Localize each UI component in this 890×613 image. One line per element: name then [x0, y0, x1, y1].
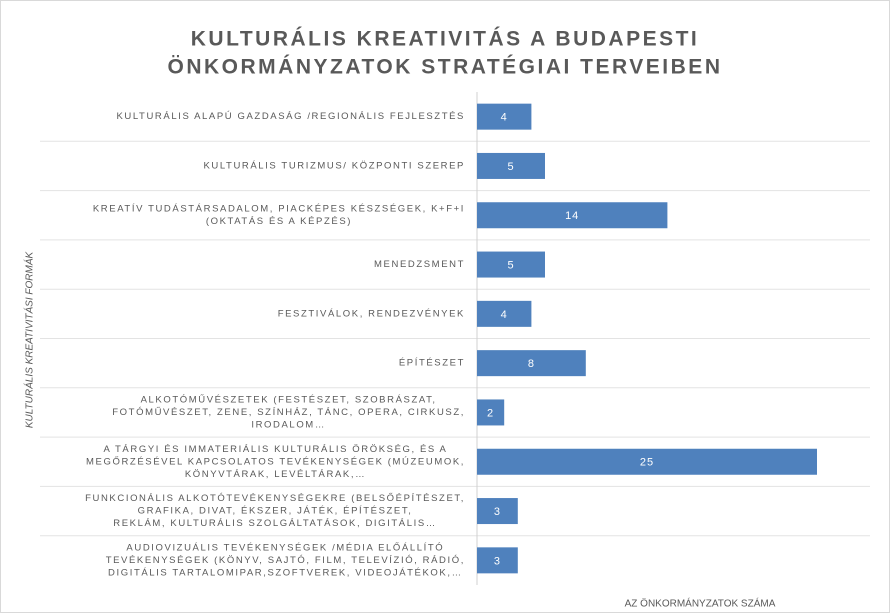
y-tick-label: A TÁRGYI ÉS IMMATERIÁLIS KULTURÁLIS ÖRÖK…	[104, 444, 448, 455]
value-label: 3	[494, 506, 501, 518]
value-label: 25	[640, 457, 654, 469]
y-tick-label: MENEDZSMENT	[374, 259, 465, 270]
bar	[477, 547, 518, 574]
value-label: 5	[507, 161, 514, 173]
y-tick-label: DIGITÁLIS TARTALOMIPAR,SZOFTVEREK, VIDEO…	[108, 567, 463, 578]
value-label: 3	[494, 555, 501, 567]
y-tick-label: KULTURÁLIS ALAPÚ GAZDASÁG /REGIONÁLIS FE…	[116, 111, 465, 122]
y-tick-label: FOTÓMŰVÉSZET, ZENE, SZÍNHÁZ, TÁNC, OPERA…	[112, 407, 465, 418]
y-tick-label: TEVÉKENYSÉGEK (KÖNYV, SAJTÓ, FILM, TELEV…	[106, 555, 465, 566]
bar	[477, 350, 586, 377]
value-label: 8	[528, 358, 535, 370]
y-tick-label: ALKOTÓMŰVÉSZETEK (FESTÉSZET, SZOBRÁSZAT,	[141, 394, 437, 405]
y-tick-label: ÉPÍTÉSZET	[399, 358, 465, 369]
value-label: 4	[501, 112, 508, 124]
y-tick-label: FESZTIVÁLOK, RENDEZVÉNYEK	[278, 308, 465, 319]
chart-title: KULTURÁLIS KREATIVITÁS A BUDAPESTI	[191, 28, 700, 51]
bar	[477, 300, 532, 327]
bar	[477, 103, 532, 130]
y-tick-label: KREATÍV TUDÁSTÁRSADALOM, PIACKÉPES KÉSZS…	[93, 204, 465, 215]
bar	[477, 251, 545, 278]
y-tick-label: REKLÁM, KULTURÁLIS SZOLGÁLTATÁSOK, DIGIT…	[113, 518, 437, 529]
value-label: 5	[507, 259, 514, 271]
y-tick-label: KULTURÁLIS TURIZMUS/ KÖZPONTI SZEREP	[203, 160, 465, 171]
bar	[477, 399, 505, 426]
y-tick-label: (OKTATÁS ÉS A KÉPZÉS)	[206, 216, 352, 227]
x-axis-label: AZ ÖNKORMÁNYZATOK SZÁMA	[625, 597, 776, 610]
bar	[477, 498, 518, 525]
bar	[477, 448, 817, 475]
y-tick-label: KÖNYVTÁRAK, LEVÉLTÁRAK,…	[185, 469, 366, 480]
bar	[477, 202, 668, 229]
y-tick-label: IRODALOM…	[251, 419, 326, 430]
chart-title: ÖNKORMÁNYZATOK STRATÉGIAI TERVEIBEN	[168, 56, 723, 79]
y-tick-label: MEGŐRZÉSÉVEL KAPCSOLATOS TEVÉKENYSÉGEK (…	[86, 456, 465, 467]
y-tick-label: FUNKCIONÁLIS ALKOTÓTEVÉKENYSÉGEKRE (BELS…	[85, 493, 465, 504]
value-label: 14	[565, 210, 579, 222]
value-label: 2	[487, 407, 494, 419]
bar	[477, 152, 545, 179]
y-tick-label: AUDIOVIZUÁLIS TEVÉKENYSÉGEK /MÉDIA ELŐÁL…	[126, 542, 444, 553]
y-axis-label: KULTURÁLIS KREATIVITÁSI FORMÁK	[23, 251, 36, 429]
y-tick-label: GRAFIKA, DIVAT, ÉKSZER, JÁTÉK, ÉPÍTÉSZET…	[138, 506, 413, 517]
value-label: 4	[501, 309, 508, 321]
